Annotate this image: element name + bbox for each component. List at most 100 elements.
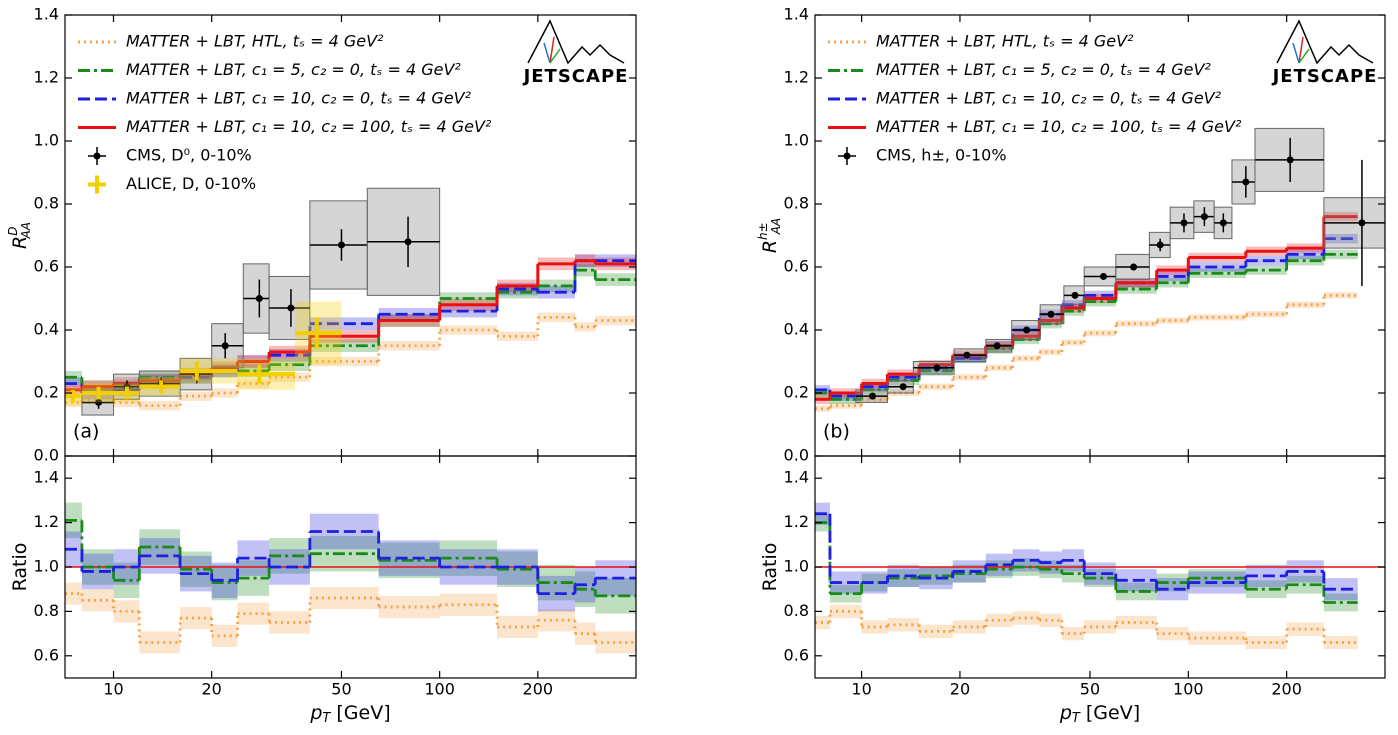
x-tick-label: 50 [331, 680, 351, 699]
uncertainty-band [1084, 330, 1116, 337]
data-point [869, 392, 877, 400]
y-label-sub: AA [19, 222, 33, 239]
data-point [1130, 263, 1138, 271]
logo-jets [1298, 36, 1304, 64]
legend-label: CMS, D⁰, 0-10% [126, 146, 252, 165]
y-tick-label: 0.4 [784, 320, 809, 339]
uncertainty-band [237, 378, 270, 389]
uncertainty-band [439, 325, 498, 335]
uncertainty-band [861, 381, 888, 392]
legend-label: MATTER + LBT, c₁ = 10, c₂ = 0, tₛ = 4 Ge… [126, 89, 472, 108]
uncertainty-band [1323, 578, 1358, 601]
data-point [963, 351, 971, 359]
uncertainty-band [595, 315, 636, 326]
x-tick-label: 20 [202, 680, 222, 699]
uncertainty-band [919, 383, 953, 390]
plot-area [65, 502, 636, 654]
legend-label: MATTER + LBT, c₁ = 5, c₂ = 0, tₛ = 4 GeV… [876, 60, 1211, 79]
y-tick-label: 1.2 [34, 512, 59, 531]
uncertainty-band [829, 402, 862, 409]
logo-peaks [527, 19, 625, 65]
y-tick-label: 0.8 [34, 194, 59, 213]
uncertainty-band [1084, 290, 1116, 301]
uncertainty-band [1156, 278, 1189, 288]
data-point [257, 372, 262, 377]
y-tick-label: 1.0 [34, 557, 59, 576]
data-point [1200, 213, 1208, 221]
y-tick-label: 1.2 [784, 68, 809, 87]
legend-swatch [93, 152, 101, 160]
logo-jets [543, 42, 551, 64]
uncertainty-band [1115, 284, 1157, 294]
uncertainty-band [439, 593, 498, 616]
uncertainty-band [269, 611, 310, 634]
y-axis-label: RDAA [6, 222, 33, 249]
uncertainty-band [180, 606, 212, 630]
x-label-sub: T [1072, 711, 1081, 726]
data-point [70, 394, 75, 399]
legend-label: MATTER + LBT, HTL, tₛ = 4 GeV² [876, 32, 1134, 51]
y-label-sup: h± [756, 222, 770, 240]
uncertainty-band [269, 372, 310, 382]
uncertainty-band [1039, 348, 1062, 356]
uncertainty-band [829, 391, 862, 401]
y-axis-label: Ratio [759, 543, 781, 592]
y-label-sup: D [6, 226, 20, 235]
uncertainty-band [919, 624, 953, 639]
y-tick-label: 0.8 [34, 601, 59, 620]
data-point [993, 342, 1001, 350]
panel-label: (b) [823, 421, 850, 443]
uncertainty-band [1323, 635, 1358, 650]
uncertainty-band [829, 584, 862, 603]
y-tick-label: 1.4 [784, 5, 809, 24]
x-label-unit: [GeV] [1080, 702, 1140, 724]
uncertainty-band [497, 615, 538, 639]
data-point [1047, 310, 1055, 318]
x-tick-label: 10 [851, 680, 871, 699]
uncertainty-band [985, 344, 1013, 354]
uncertainty-band [952, 560, 986, 583]
uncertainty-band [139, 631, 181, 654]
uncertainty-band [309, 356, 379, 367]
uncertainty-band [1323, 233, 1358, 244]
logo-text: JETSCAPE [522, 66, 629, 87]
y-tick-label: 1.0 [784, 557, 809, 576]
uncertainty-band [1156, 271, 1189, 282]
y-tick-label: 1.0 [784, 131, 809, 150]
uncertainty-band [180, 391, 212, 401]
uncertainty-band [1156, 626, 1189, 641]
legend-label: MATTER + LBT, c₁ = 10, c₂ = 100, tₛ = 4 … [876, 117, 1242, 136]
x-tick-label: 10 [103, 680, 123, 699]
uncertainty-band [497, 331, 538, 342]
data-point [1071, 291, 1079, 299]
data-point [1358, 219, 1366, 227]
data-point [194, 368, 199, 373]
data-point [933, 364, 941, 372]
logo-peaks [1276, 19, 1374, 65]
x-label-main: p [1059, 702, 1072, 724]
uncertainty-band [1188, 314, 1246, 321]
y-tick-label: 0.2 [34, 383, 59, 402]
data-point [337, 241, 345, 249]
uncertainty-band [309, 586, 379, 610]
y-label-main: R [759, 240, 781, 253]
data-point [899, 383, 907, 391]
uncertainty-band [1245, 635, 1287, 650]
uncertainty-band [1245, 580, 1287, 599]
legend-label: MATTER + LBT, c₁ = 10, c₂ = 0, tₛ = 4 Ge… [876, 89, 1222, 108]
legend-label: ALICE, D, 0-10% [126, 174, 256, 193]
uncertainty-band [919, 567, 953, 590]
legend-label: MATTER + LBT, c₁ = 5, c₂ = 0, tₛ = 4 GeV… [126, 60, 461, 79]
uncertainty-band [1323, 292, 1358, 299]
plot-area [815, 127, 1385, 412]
y-tick-label: 0.6 [34, 257, 59, 276]
x-tick-label: 50 [1080, 680, 1100, 699]
x-tick-label: 200 [523, 680, 554, 699]
uncertainty-band [1084, 296, 1116, 307]
data-point [1219, 219, 1227, 227]
panel-label: (a) [73, 421, 99, 443]
data-point [95, 398, 103, 406]
y-tick-label: 1.0 [34, 131, 59, 150]
